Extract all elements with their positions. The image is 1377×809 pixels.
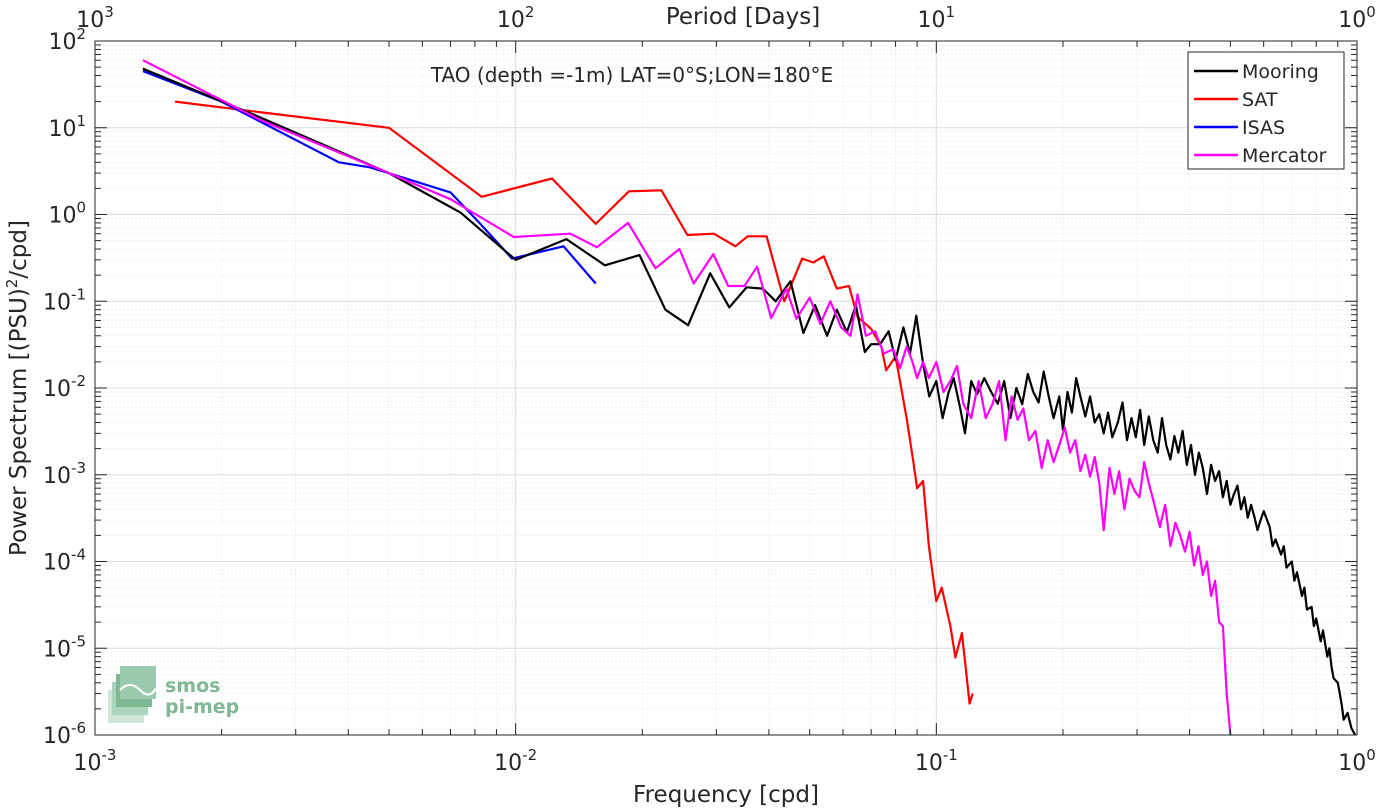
y-tick-label: 102: [48, 25, 86, 55]
x-axis-title: Frequency [cpd]: [633, 782, 819, 808]
legend: Mooring SAT ISAS Mercator: [1187, 51, 1345, 170]
x-tick-label-exponent: -2: [522, 746, 537, 764]
top-axis-title: Period [Days]: [666, 4, 820, 30]
y-tick-label-exponent: -5: [71, 632, 86, 650]
y-tick-label-exponent: -4: [71, 546, 86, 564]
top-tick-label-exponent: 0: [1366, 3, 1376, 21]
x-tick-label: 10-2: [494, 746, 537, 776]
logo-text-smos: smos: [165, 675, 220, 697]
logo-emblem-icon: [108, 666, 157, 723]
y-tick-label-base: 10: [43, 377, 71, 402]
top-tick-label-base: 10: [1338, 8, 1366, 33]
top-tick-label-exponent: 3: [104, 3, 114, 21]
y-tick-label-base: 10: [43, 724, 71, 749]
x-tick-label-exponent: -3: [102, 746, 117, 764]
series-line-isas: [142, 70, 597, 285]
y-tick-label-base: 10: [48, 204, 76, 229]
legend-label-mooring: Mooring: [1242, 61, 1319, 83]
y-tick-label-base: 10: [48, 117, 76, 142]
y-tick-label-exponent: 0: [76, 199, 86, 217]
legend-label-isas: ISAS: [1242, 117, 1285, 139]
y-tick-label-base: 10: [43, 637, 71, 662]
top-tick-label: 103: [76, 3, 114, 33]
y-tick-label-exponent: -3: [71, 459, 86, 477]
y-tick-label: 10-6: [43, 719, 86, 749]
y-tick-label: 101: [48, 112, 86, 142]
y-tick-label: 10-2: [43, 372, 86, 402]
x-tick-label-base: 10: [494, 751, 522, 776]
y-tick-label-base: 10: [43, 551, 71, 576]
top-tick-label-base: 10: [918, 8, 946, 33]
x-tick-label-base: 10: [1338, 751, 1366, 776]
chart-title: TAO (depth =-1m) LAT=0°S;LON=180°E: [430, 63, 833, 87]
top-tick-label: 101: [918, 3, 956, 33]
x-tick-label-exponent: 0: [1366, 746, 1376, 764]
legend-label-mercator: Mercator: [1242, 145, 1327, 167]
y-tick-label-exponent: -1: [71, 285, 86, 303]
y-tick-label-exponent: 1: [76, 112, 86, 130]
axis-ticks: [94, 40, 1358, 736]
y-tick-label: 10-4: [43, 546, 86, 576]
y-tick-label-exponent: 2: [76, 25, 86, 43]
logo-text-pi-mep: pi-mep: [165, 696, 239, 718]
y-tick-label: 10-1: [43, 285, 86, 315]
x-tick-label: 10-3: [74, 746, 117, 776]
series-line-mooring: [142, 67, 1357, 736]
series-line-mercator: [142, 59, 1232, 736]
x-tick-label-base: 10: [915, 751, 943, 776]
y-tick-label-exponent: -6: [71, 719, 86, 737]
x-tick-label-exponent: -1: [943, 746, 958, 764]
x-tick-label-base: 10: [74, 751, 102, 776]
top-tick-label: 100: [1338, 3, 1376, 33]
series-lines: [142, 59, 1357, 736]
y-tick-label-base: 10: [43, 290, 71, 315]
x-tick-label: 10-1: [915, 746, 958, 776]
y-axis-title: Power Spectrum [(PSU)2/cpd]: [3, 220, 32, 556]
x-tick-label: 100: [1338, 746, 1376, 776]
y-tick-label: 10-3: [43, 459, 86, 489]
smos-pi-mep-logo: smos pi-mep: [108, 666, 239, 723]
top-tick-label-exponent: 2: [525, 3, 535, 21]
y-axis-title-exponent: 2: [3, 279, 21, 289]
top-tick-label-base: 10: [497, 8, 525, 33]
y-tick-label: 10-5: [43, 632, 86, 662]
y-axis-title-prefix: Power Spectrum [(PSU): [6, 288, 32, 556]
y-tick-label: 100: [48, 199, 86, 229]
y-axis-title-suffix: /cpd]: [6, 220, 32, 279]
series-line-sat: [174, 100, 974, 705]
top-tick-label: 102: [497, 3, 535, 33]
tick-labels: 10-3 10-2 10-1 10010210110010-110-210-310-4…: [43, 3, 1376, 776]
y-tick-label-base: 10: [43, 464, 71, 489]
y-tick-label-base: 10: [48, 30, 76, 55]
legend-label-sat: SAT: [1242, 89, 1278, 111]
top-tick-label-exponent: 1: [946, 3, 956, 21]
y-tick-label-exponent: -2: [71, 372, 86, 390]
top-tick-label-base: 10: [76, 8, 104, 33]
